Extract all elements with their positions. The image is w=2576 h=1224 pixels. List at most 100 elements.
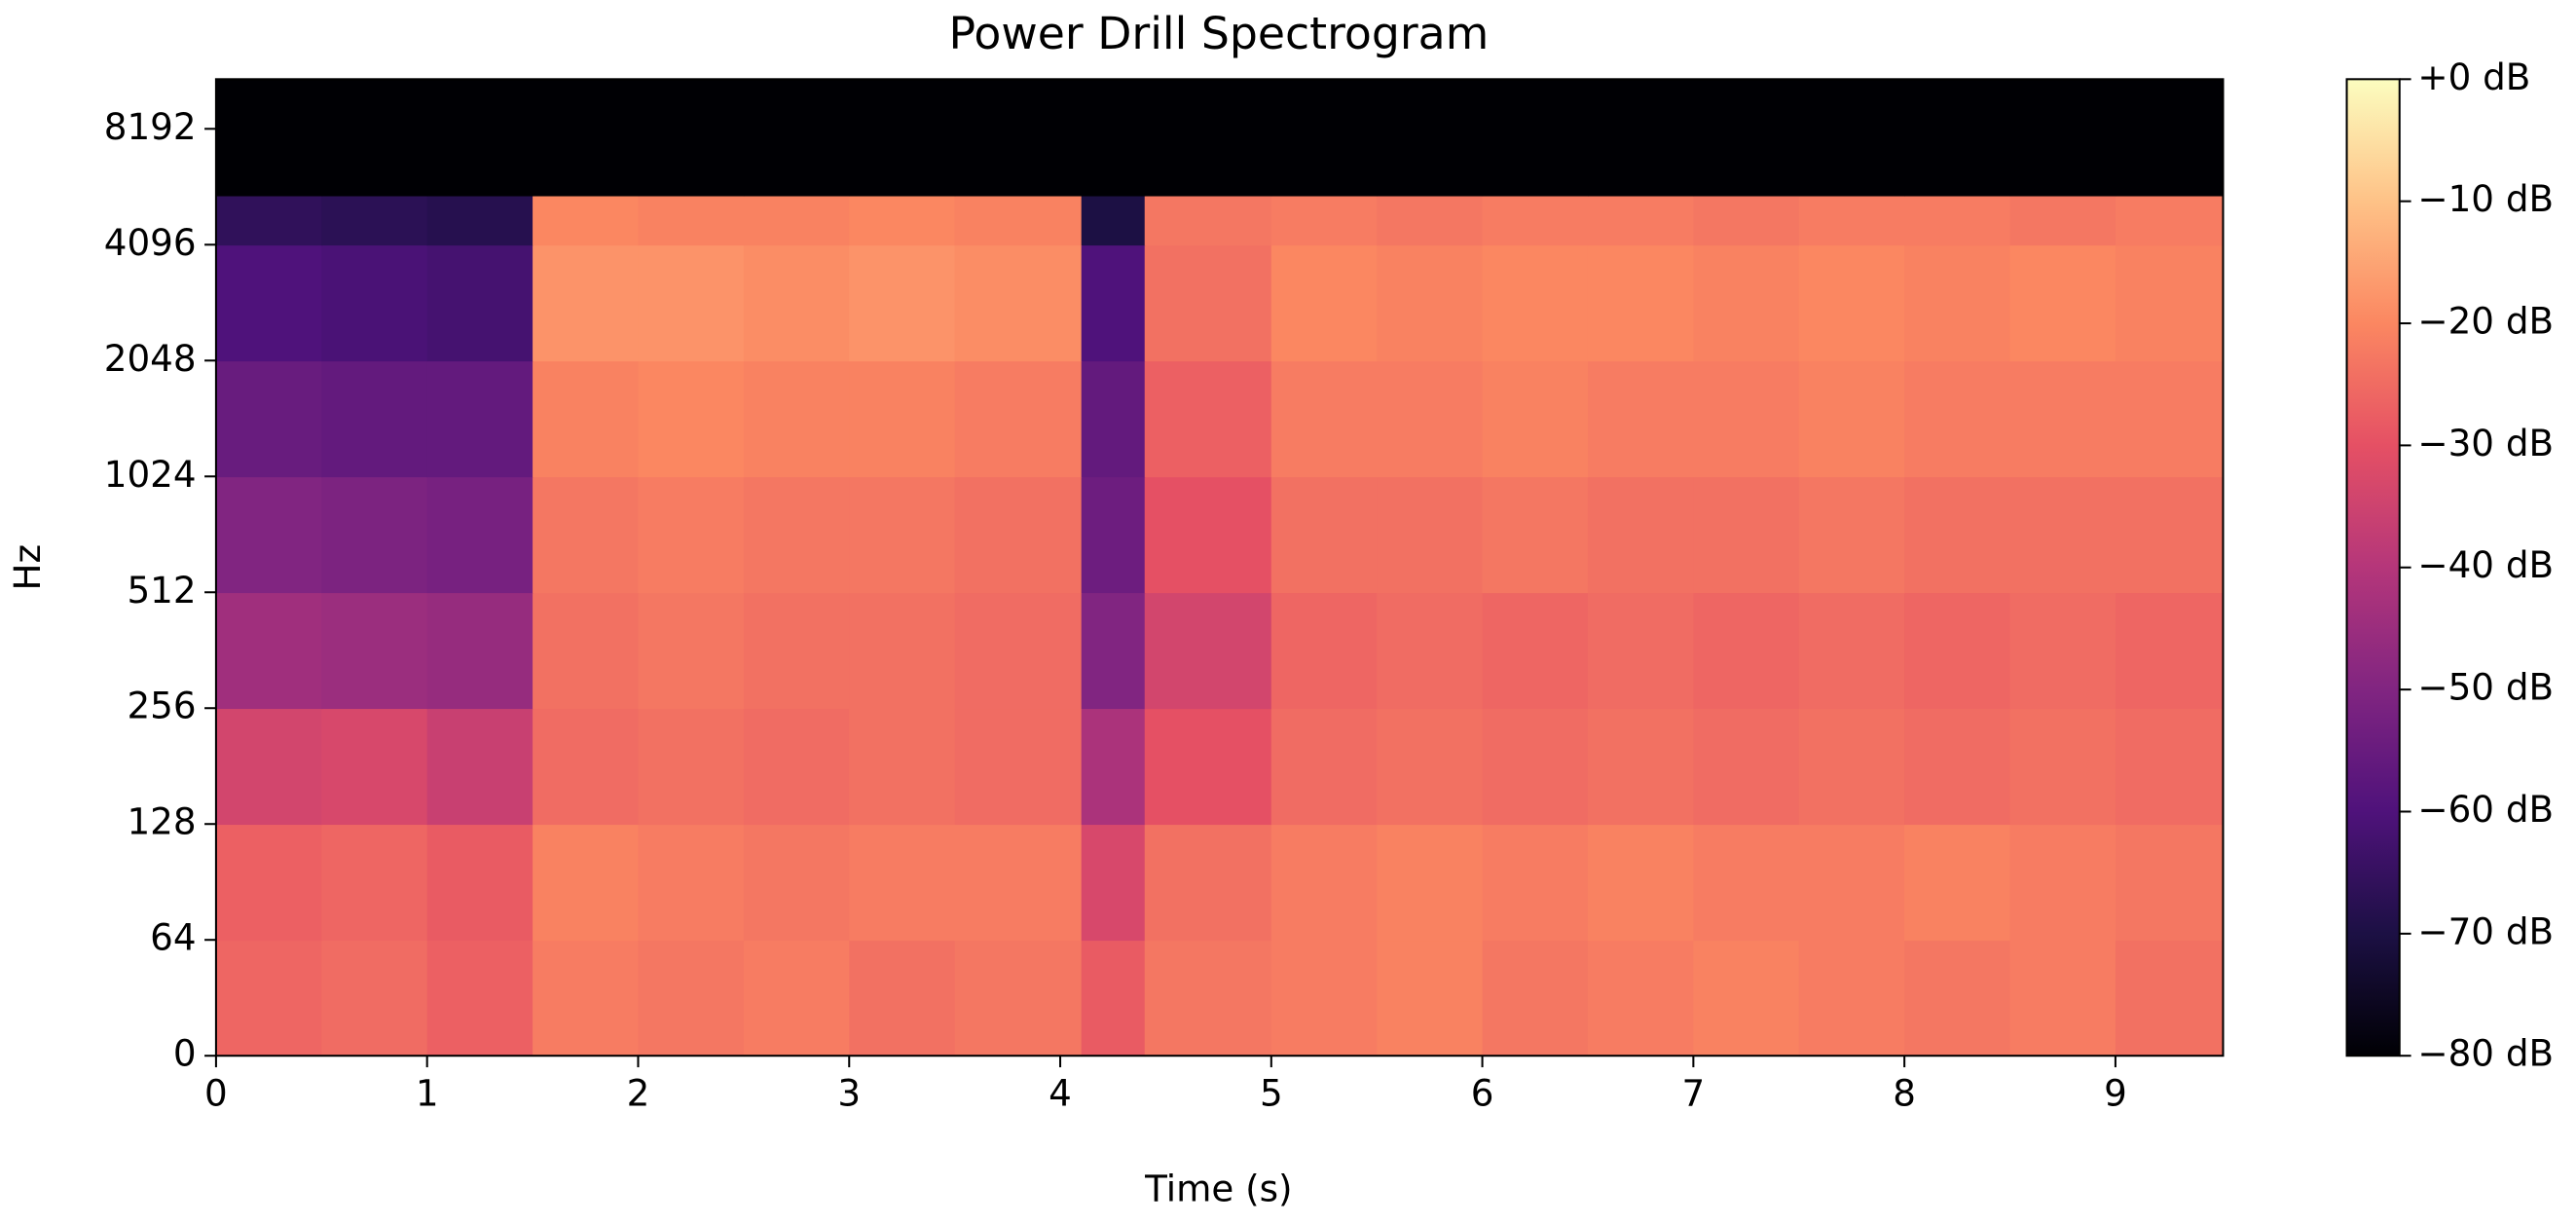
cell <box>954 708 1083 826</box>
cell <box>849 360 956 478</box>
cell <box>1270 244 1379 362</box>
cell <box>1144 360 1272 478</box>
cell <box>1798 244 1905 362</box>
cell <box>1144 708 1272 826</box>
y-tick-label: 0 <box>173 1032 197 1075</box>
colorbar-tick-label: −80 dB <box>2417 1032 2554 1075</box>
cell <box>638 708 745 826</box>
y-tick-label: 256 <box>127 685 196 727</box>
cell <box>1482 592 1589 710</box>
cell <box>2009 360 2116 478</box>
cell <box>1693 244 1800 362</box>
cell <box>321 195 428 246</box>
y-tick-label: 2048 <box>104 337 197 380</box>
cell <box>1587 360 1695 478</box>
cell <box>2115 244 2225 362</box>
cell <box>1081 195 1146 246</box>
cell <box>743 244 851 362</box>
cell <box>2009 708 2116 826</box>
cell <box>1270 940 1379 1057</box>
cell <box>1798 195 1905 246</box>
cell <box>638 195 745 246</box>
cell <box>215 79 323 197</box>
cell <box>1798 360 1905 478</box>
cell <box>2009 195 2116 246</box>
cell <box>2115 476 2225 594</box>
cell <box>1144 592 1272 710</box>
cell <box>215 708 323 826</box>
cell <box>1482 360 1589 478</box>
cell <box>1587 79 1695 197</box>
cell <box>215 592 323 710</box>
cell <box>1693 592 1800 710</box>
cell <box>954 592 1083 710</box>
cell <box>2115 195 2225 246</box>
cell <box>743 940 851 1057</box>
cell <box>849 824 956 942</box>
cell <box>1693 476 1800 594</box>
colorbar-tick-label: −20 dB <box>2417 300 2554 343</box>
cell <box>321 592 428 710</box>
cell <box>1693 79 1800 197</box>
y-tick-label: 128 <box>127 800 196 843</box>
cell <box>954 360 1083 478</box>
cell <box>215 940 323 1057</box>
cell <box>1904 360 2011 478</box>
cell <box>1587 940 1695 1057</box>
cell <box>533 708 640 826</box>
cell <box>954 476 1083 594</box>
cell <box>2009 824 2116 942</box>
cell <box>1377 476 1484 594</box>
cell <box>1904 79 2011 197</box>
cell <box>426 79 534 197</box>
cell <box>1587 244 1695 362</box>
cell <box>1144 195 1272 246</box>
colorbar-tick-label: −40 dB <box>2417 543 2554 586</box>
cell <box>426 940 534 1057</box>
cell <box>215 244 323 362</box>
cell <box>1693 195 1800 246</box>
cell <box>215 476 323 594</box>
cell <box>321 79 428 197</box>
cell <box>1081 360 1146 478</box>
cell <box>638 244 745 362</box>
cell <box>321 244 428 362</box>
cell <box>849 79 956 197</box>
colorbar-tick-label: −70 dB <box>2417 909 2554 952</box>
cell <box>1693 360 1800 478</box>
cell <box>1904 940 2011 1057</box>
cell <box>638 592 745 710</box>
cell <box>2115 708 2225 826</box>
cell <box>1904 195 2011 246</box>
cell <box>743 79 851 197</box>
cell <box>1482 708 1589 826</box>
cell <box>533 824 640 942</box>
x-tick-label: 4 <box>1049 1071 1072 1114</box>
cell <box>321 708 428 826</box>
cell <box>1587 708 1695 826</box>
y-tick-label: 8192 <box>104 105 197 148</box>
cell <box>533 195 640 246</box>
y-tick-label: 1024 <box>104 453 197 496</box>
cell <box>1587 476 1695 594</box>
cell <box>533 476 640 594</box>
cell <box>1904 824 2011 942</box>
y-tick-label: 512 <box>127 569 196 612</box>
x-tick-label: 8 <box>1893 1071 1916 1114</box>
y-tick-label: 64 <box>150 916 196 959</box>
cell <box>426 592 534 710</box>
cell <box>954 79 1083 197</box>
x-tick-label: 3 <box>837 1071 861 1114</box>
cell <box>1144 476 1272 594</box>
cell <box>2115 824 2225 942</box>
cell <box>215 195 323 246</box>
cell <box>743 592 851 710</box>
cell <box>1270 195 1379 246</box>
cell <box>849 476 956 594</box>
cell <box>2009 940 2116 1057</box>
cell <box>1270 79 1379 197</box>
cell <box>426 360 534 478</box>
cell <box>2009 79 2116 197</box>
